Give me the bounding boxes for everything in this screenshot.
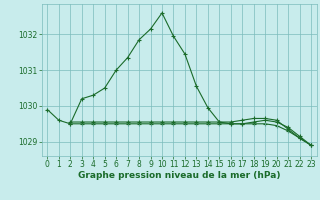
X-axis label: Graphe pression niveau de la mer (hPa): Graphe pression niveau de la mer (hPa) <box>78 171 280 180</box>
